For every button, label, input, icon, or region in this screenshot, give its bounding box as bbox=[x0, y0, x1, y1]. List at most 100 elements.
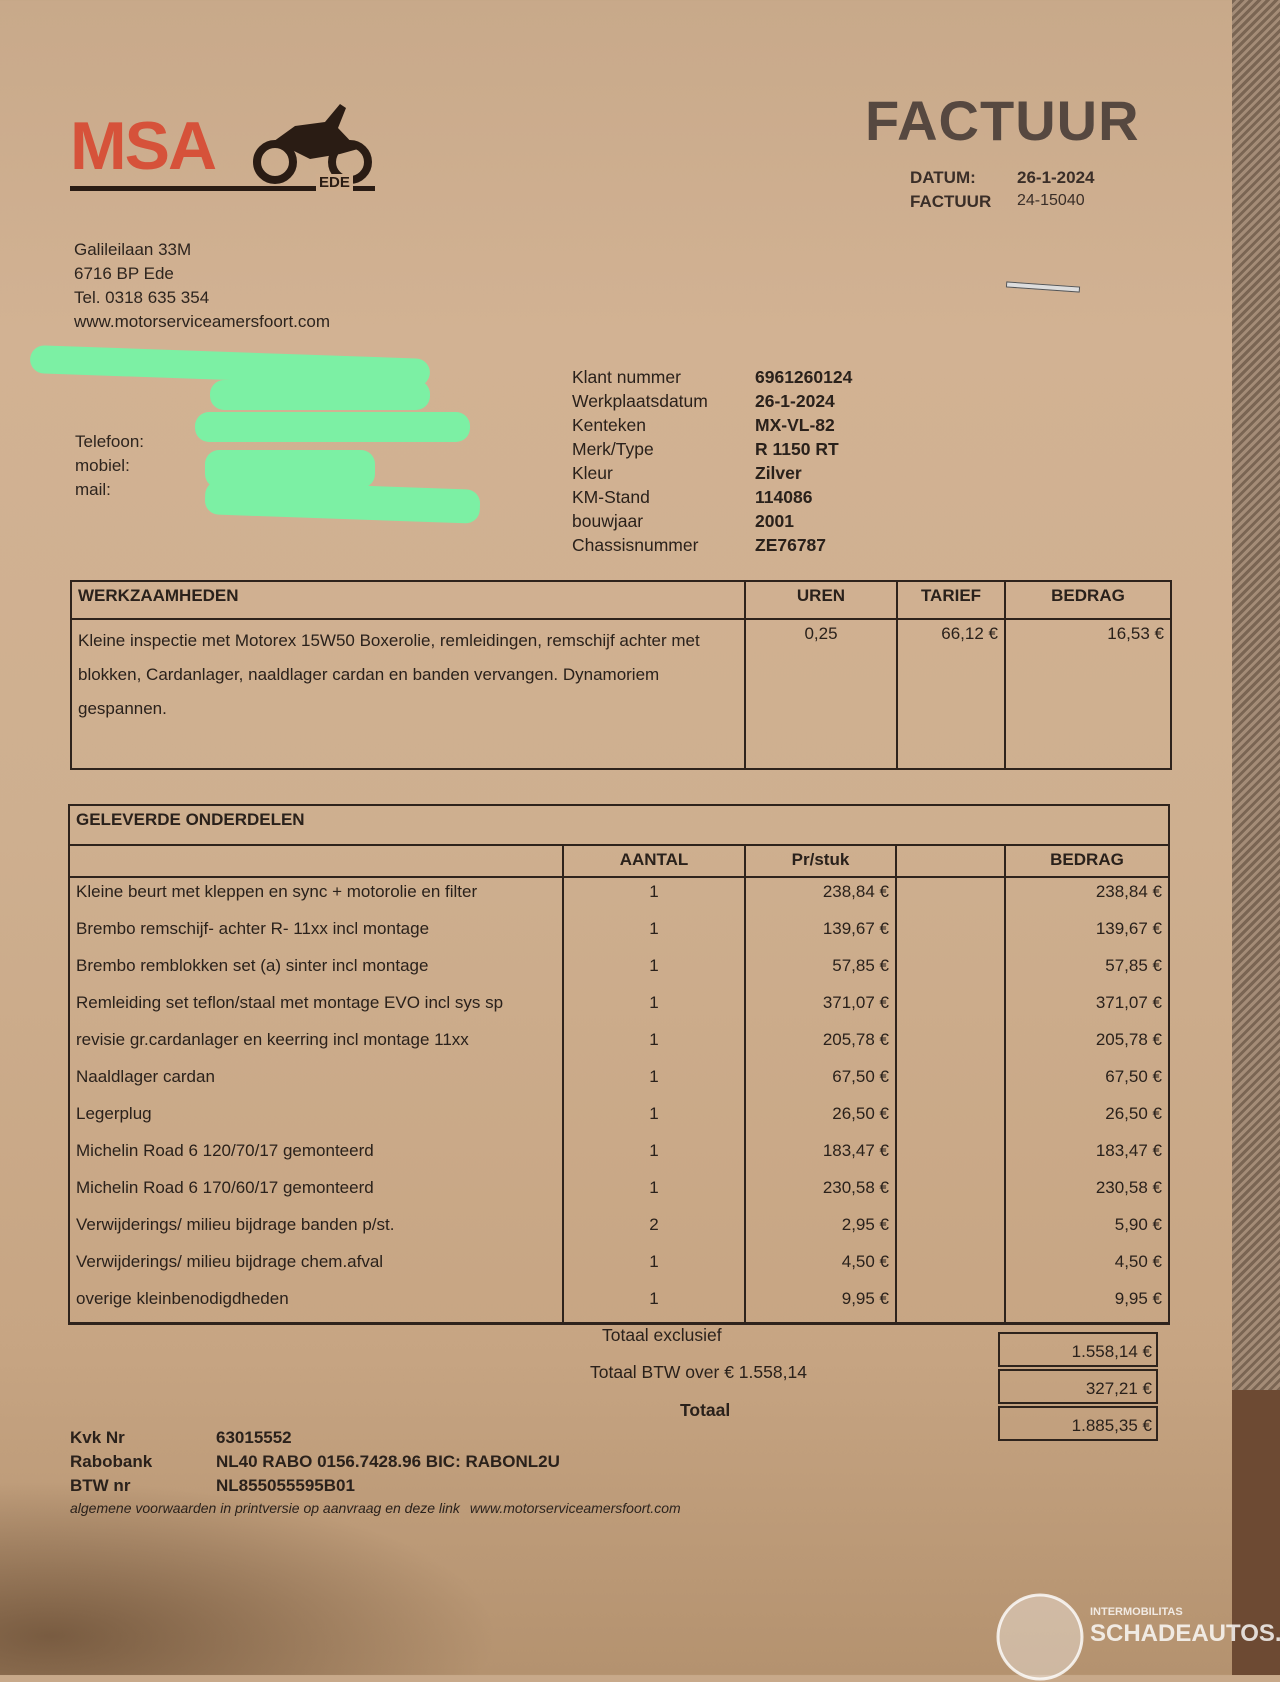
vehicle-info-label: Kenteken bbox=[572, 415, 646, 435]
part-description: Kleine beurt met kleppen en sync + motor… bbox=[68, 877, 564, 915]
parts-header-aantal: AANTAL bbox=[562, 844, 746, 878]
vehicle-info-label: KM-Stand bbox=[572, 487, 650, 507]
part-amount: 205,78 € bbox=[1004, 1026, 1170, 1063]
staple bbox=[1005, 281, 1081, 293]
mail-label: mail: bbox=[75, 480, 111, 499]
shadow bbox=[0, 1480, 500, 1675]
terms: algemene voorwaarden in printversie op a… bbox=[70, 1500, 681, 1516]
labor-bedrag: 16,53 € bbox=[1004, 618, 1172, 770]
part-amount: 4,50 € bbox=[1004, 1248, 1170, 1285]
total-excl-label: Totaal exclusief bbox=[602, 1325, 722, 1345]
vehicle-info-row: Kenteken MX-VL-82 bbox=[572, 413, 852, 437]
background-wood bbox=[1232, 1390, 1280, 1675]
part-quantity: 1 bbox=[562, 1063, 746, 1100]
table-row: Verwijderings/ milieu bijdrage banden p/… bbox=[68, 1211, 1170, 1248]
vehicle-info-value: 26-1-2024 bbox=[755, 391, 835, 411]
total-label: Totaal bbox=[680, 1400, 731, 1420]
address-line: Tel. 0318 635 354 bbox=[74, 288, 210, 307]
part-empty bbox=[895, 1026, 1006, 1063]
part-unit-price: 183,47 € bbox=[744, 1137, 897, 1174]
part-description: Verwijderings/ milieu bijdrage chem.afva… bbox=[68, 1248, 564, 1285]
part-empty bbox=[895, 1063, 1006, 1100]
part-empty bbox=[895, 1285, 1006, 1325]
vehicle-info-row: Merk/Type R 1150 RT bbox=[572, 437, 852, 461]
table-row: Remleiding set teflon/staal met montage … bbox=[68, 989, 1170, 1026]
btw-label: BTW nr bbox=[70, 1476, 131, 1495]
part-quantity: 1 bbox=[562, 877, 746, 915]
part-amount: 230,58 € bbox=[1004, 1174, 1170, 1211]
part-quantity: 1 bbox=[562, 989, 746, 1026]
vehicle-info-row: Kleur Zilver bbox=[572, 461, 852, 485]
footer-labels: Kvk Nr Rabobank BTW nr bbox=[70, 1426, 152, 1498]
globe-icon bbox=[996, 1593, 1084, 1681]
mobile-label: mobiel: bbox=[75, 456, 130, 475]
kvk-value: 63015552 bbox=[216, 1428, 292, 1447]
redaction bbox=[195, 412, 470, 442]
part-empty bbox=[895, 1137, 1006, 1174]
vehicle-info-value: ZE76787 bbox=[755, 535, 827, 555]
part-empty bbox=[895, 952, 1006, 989]
part-unit-price: 205,78 € bbox=[744, 1026, 897, 1063]
vehicle-info-label: Chassisnummer bbox=[572, 535, 699, 555]
part-quantity: 1 bbox=[562, 1100, 746, 1137]
part-empty bbox=[895, 1248, 1006, 1285]
labor-tarief: 66,12 € bbox=[896, 618, 1006, 770]
company-address: Galileilaan 33M 6716 BP Ede Tel. 0318 63… bbox=[74, 238, 330, 334]
vehicle-info: Klant nummer 6961260124 Werkplaatsdatum 26-… bbox=[572, 365, 852, 557]
part-amount: 371,07 € bbox=[1004, 989, 1170, 1026]
vehicle-info-label: Klant nummer bbox=[572, 367, 681, 387]
invoice-label: FACTUUR bbox=[910, 192, 992, 211]
table-row: Brembo remblokken set (a) sinter incl mo… bbox=[68, 952, 1170, 989]
company-logo: MSA bbox=[70, 108, 217, 184]
part-empty bbox=[895, 1100, 1006, 1137]
part-unit-price: 371,07 € bbox=[744, 989, 897, 1026]
vehicle-info-label: Kleur bbox=[572, 463, 613, 483]
labor-header-tarief: TARIEF bbox=[896, 580, 1006, 620]
labor-table: WERKZAAMHEDEN UREN TARIEF BEDRAG Kleine … bbox=[70, 580, 1172, 770]
logo-sub: EDE bbox=[316, 174, 353, 191]
parts-header-bedrag: BEDRAG bbox=[1004, 844, 1170, 878]
part-unit-price: 9,95 € bbox=[744, 1285, 897, 1325]
vehicle-info-value: 6961260124 bbox=[755, 367, 853, 387]
table-row: Brembo remschijf- achter R- 11xx incl mo… bbox=[68, 915, 1170, 952]
part-empty bbox=[895, 877, 1006, 915]
part-amount: 183,47 € bbox=[1004, 1137, 1170, 1174]
vehicle-info-row: KM-Stand 114086 bbox=[572, 485, 852, 509]
vehicle-info-row: Klant nummer 6961260124 bbox=[572, 365, 852, 389]
address-line: Galileilaan 33M bbox=[74, 240, 192, 259]
total-btw-value: 327,21 € bbox=[998, 1369, 1158, 1404]
customer-labels: Telefoon: mobiel: mail: bbox=[75, 430, 144, 502]
part-quantity: 1 bbox=[562, 1248, 746, 1285]
date-value: 26-1-2024 bbox=[1017, 168, 1095, 187]
logo-bar bbox=[70, 186, 375, 191]
part-description: overige kleinbenodigdheden bbox=[68, 1285, 564, 1325]
part-quantity: 1 bbox=[562, 1137, 746, 1174]
part-unit-price: 57,85 € bbox=[744, 952, 897, 989]
redaction bbox=[210, 380, 430, 410]
part-amount: 238,84 € bbox=[1004, 877, 1170, 915]
terms-link[interactable]: www.motorserviceamersfoort.com bbox=[469, 1500, 681, 1516]
table-row: overige kleinbenodigdheden 1 9,95 € 9,95… bbox=[68, 1285, 1170, 1325]
part-unit-price: 230,58 € bbox=[744, 1174, 897, 1211]
watermark-line2: SCHADEAUTOS.NL bbox=[1090, 1620, 1280, 1647]
watermark-line1: INTERMOBILITAS bbox=[1090, 1606, 1183, 1618]
labor-description: Kleine inspectie met Motorex 15W50 Boxer… bbox=[70, 618, 746, 770]
part-description: revisie gr.cardanlager en keerring incl … bbox=[68, 1026, 564, 1063]
vehicle-info-value: Zilver bbox=[755, 463, 802, 483]
parts-title: GELEVERDE ONDERDELEN bbox=[68, 804, 1170, 846]
part-quantity: 1 bbox=[562, 1285, 746, 1325]
total-btw-label: Totaal BTW over € 1.558,14 bbox=[590, 1362, 807, 1382]
part-amount: 67,50 € bbox=[1004, 1063, 1170, 1100]
part-description: Michelin Road 6 120/70/17 gemonteerd bbox=[68, 1137, 564, 1174]
website-link[interactable]: www.motorserviceamersfoort.com bbox=[74, 312, 331, 331]
vehicle-info-value: 2001 bbox=[755, 511, 794, 531]
table-row: revisie gr.cardanlager en keerring incl … bbox=[68, 1026, 1170, 1063]
vehicle-info-value: R 1150 RT bbox=[755, 439, 839, 459]
total-excl-value: 1.558,14 € bbox=[998, 1332, 1158, 1367]
table-row: Legerplug 1 26,50 € 26,50 € bbox=[68, 1100, 1170, 1137]
part-unit-price: 4,50 € bbox=[744, 1248, 897, 1285]
part-unit-price: 67,50 € bbox=[744, 1063, 897, 1100]
part-description: Michelin Road 6 170/60/17 gemonteerd bbox=[68, 1174, 564, 1211]
parts-header-prstuk: Pr/stuk bbox=[744, 844, 897, 878]
vehicle-info-label: Merk/Type bbox=[572, 439, 654, 459]
